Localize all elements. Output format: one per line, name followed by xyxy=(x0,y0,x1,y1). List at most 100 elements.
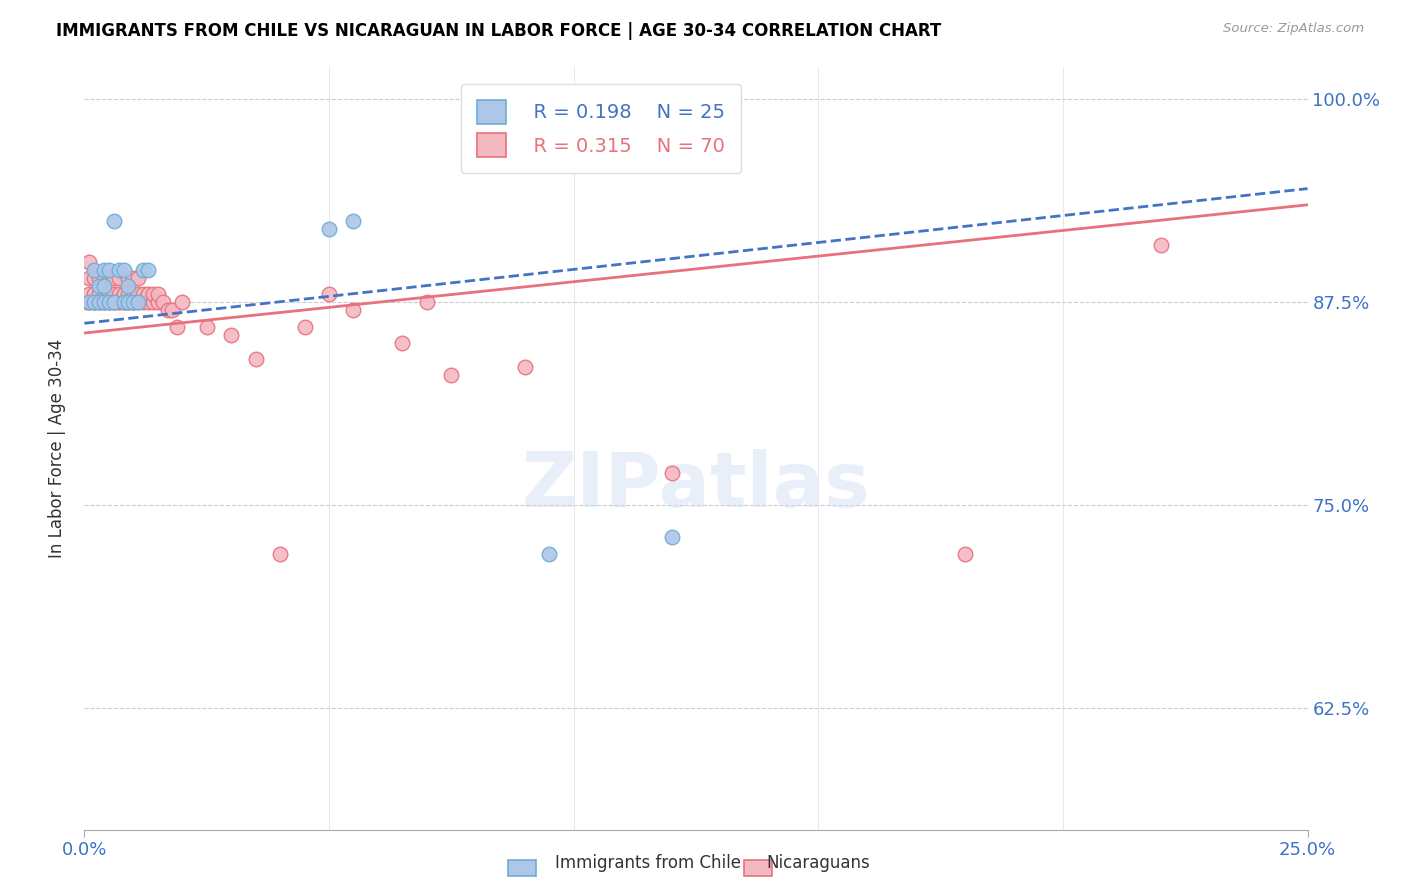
Point xyxy=(195,319,218,334)
Point xyxy=(122,287,145,301)
Point xyxy=(538,547,561,561)
Point xyxy=(318,222,340,236)
Point xyxy=(342,303,364,318)
Y-axis label: In Labor Force | Age 30-34: In Labor Force | Age 30-34 xyxy=(48,339,66,558)
Point xyxy=(117,295,139,310)
Text: ZIPatlas: ZIPatlas xyxy=(522,450,870,524)
Point xyxy=(93,262,115,277)
Point xyxy=(87,270,110,285)
Point xyxy=(416,295,439,310)
Point xyxy=(440,368,463,383)
Point xyxy=(77,295,100,310)
Point xyxy=(122,295,145,310)
Bar xyxy=(508,860,536,876)
Point xyxy=(122,270,145,285)
Point xyxy=(391,335,413,350)
Point xyxy=(103,295,125,310)
Point xyxy=(103,214,125,228)
Point xyxy=(219,327,242,342)
Point xyxy=(93,295,115,310)
Point xyxy=(127,295,149,310)
Point xyxy=(117,270,139,285)
Point xyxy=(117,287,139,301)
Point xyxy=(97,295,120,310)
Point xyxy=(112,287,135,301)
Point xyxy=(132,262,155,277)
Point xyxy=(117,295,139,310)
Point xyxy=(93,270,115,285)
Point xyxy=(152,295,174,310)
Point xyxy=(245,351,267,366)
Point xyxy=(117,279,139,293)
Point xyxy=(127,295,149,310)
Point xyxy=(107,262,129,277)
Point xyxy=(172,295,194,310)
Point xyxy=(117,295,139,310)
Point xyxy=(83,295,105,310)
Point xyxy=(132,287,155,301)
Point xyxy=(127,270,149,285)
Point xyxy=(112,295,135,310)
Point xyxy=(136,287,159,301)
Point xyxy=(77,254,100,268)
Point xyxy=(136,262,159,277)
Bar xyxy=(744,860,772,876)
Point xyxy=(87,295,110,310)
Point xyxy=(97,295,120,310)
Point xyxy=(87,295,110,310)
Point xyxy=(97,287,120,301)
Point xyxy=(77,270,100,285)
Point xyxy=(142,287,165,301)
Point xyxy=(162,303,184,318)
Point xyxy=(77,295,100,310)
Point xyxy=(107,287,129,301)
Text: Nicaraguans: Nicaraguans xyxy=(766,855,870,872)
Legend:   R = 0.198    N = 25,   R = 0.315    N = 70: R = 0.198 N = 25, R = 0.315 N = 70 xyxy=(461,84,741,172)
Point xyxy=(342,214,364,228)
Point xyxy=(83,295,105,310)
Point xyxy=(318,287,340,301)
Point xyxy=(146,287,169,301)
Point xyxy=(661,466,683,480)
Point xyxy=(97,262,120,277)
Point xyxy=(142,295,165,310)
Point xyxy=(1150,238,1173,252)
Point xyxy=(83,287,105,301)
Point xyxy=(93,295,115,310)
Point xyxy=(77,287,100,301)
Point xyxy=(294,319,316,334)
Point xyxy=(269,547,291,561)
Point xyxy=(146,295,169,310)
Point xyxy=(83,295,105,310)
Point xyxy=(166,319,188,334)
Point xyxy=(122,295,145,310)
Point xyxy=(661,531,683,545)
Point xyxy=(112,295,135,310)
Point xyxy=(87,287,110,301)
Point xyxy=(87,295,110,310)
Point xyxy=(76,295,98,310)
Point xyxy=(107,295,129,310)
Text: IMMIGRANTS FROM CHILE VS NICARAGUAN IN LABOR FORCE | AGE 30-34 CORRELATION CHART: IMMIGRANTS FROM CHILE VS NICARAGUAN IN L… xyxy=(56,22,942,40)
Point xyxy=(132,295,155,310)
Point xyxy=(103,287,125,301)
Point xyxy=(107,270,129,285)
Point xyxy=(953,547,976,561)
Point xyxy=(103,295,125,310)
Point xyxy=(93,295,115,310)
Point xyxy=(107,295,129,310)
Point xyxy=(112,262,135,277)
Point xyxy=(97,270,120,285)
Point xyxy=(87,279,110,293)
Point xyxy=(103,270,125,285)
Point xyxy=(127,287,149,301)
Point xyxy=(112,295,135,310)
Point xyxy=(97,295,120,310)
Point xyxy=(93,279,115,293)
Point xyxy=(156,303,179,318)
Text: Immigrants from Chile: Immigrants from Chile xyxy=(555,855,741,872)
Point xyxy=(122,295,145,310)
Point xyxy=(83,270,105,285)
Point xyxy=(83,262,105,277)
Point xyxy=(93,287,115,301)
